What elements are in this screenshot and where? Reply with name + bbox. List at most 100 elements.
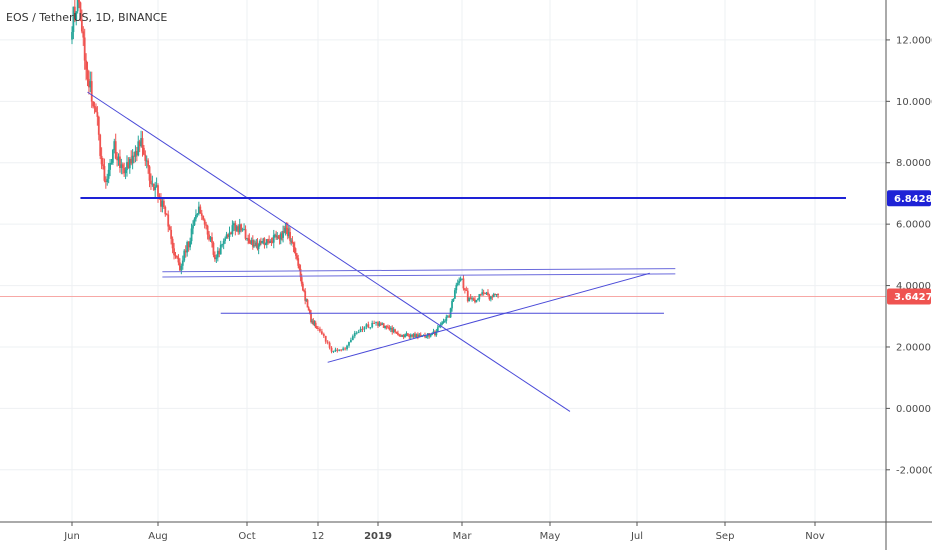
candle: [392, 327, 395, 334]
candle: [178, 258, 181, 271]
grid: [0, 0, 886, 522]
candle: [107, 163, 110, 184]
candle: [222, 238, 225, 250]
candle: [199, 204, 202, 214]
candle: [292, 242, 295, 253]
y-tick-label: 8.0000: [896, 158, 931, 169]
candle: [109, 159, 111, 177]
candle: [303, 289, 305, 293]
trendline-drawings[interactable]: [80, 91, 846, 412]
candle: [306, 298, 309, 308]
candle: [488, 293, 491, 301]
candle: [238, 218, 241, 235]
candle: [293, 241, 296, 254]
candle: [389, 326, 392, 333]
candle: [174, 251, 177, 259]
candle: [369, 327, 372, 330]
candle: [271, 237, 274, 244]
trendline-3[interactable]: [162, 273, 676, 278]
candle: [190, 223, 193, 245]
candle: [130, 150, 133, 166]
candle: [93, 101, 96, 114]
candle: [219, 240, 222, 255]
candle: [284, 222, 287, 236]
y-tick-label: 0.0000: [896, 404, 931, 415]
x-tick-label: Oct: [238, 531, 255, 542]
candle: [244, 225, 247, 241]
candle: [157, 183, 159, 203]
candle: [466, 287, 469, 303]
candle: [472, 297, 475, 301]
candle: [344, 346, 346, 351]
candle: [379, 321, 382, 327]
candle: [120, 158, 123, 175]
candle: [85, 53, 87, 81]
chart-title: EOS / TetherUS, 1D, BINANCE: [6, 11, 167, 24]
candle: [397, 330, 399, 336]
candle: [183, 249, 186, 263]
price-badges: 6.8428 3.6427: [887, 190, 932, 305]
candle: [131, 149, 134, 170]
candle: [476, 298, 479, 301]
price-badge-0: 6.8428: [887, 190, 932, 207]
trendline-2[interactable]: [162, 268, 676, 273]
candle: [367, 321, 370, 329]
candle: [465, 286, 468, 291]
trendline-0[interactable]: [87, 91, 571, 412]
x-tick-label: Jul: [630, 531, 643, 542]
candle: [289, 227, 291, 245]
candle: [246, 237, 248, 241]
candle: [373, 320, 376, 324]
candle: [128, 156, 131, 174]
candle: [123, 162, 126, 177]
candle: [138, 139, 141, 153]
candle: [240, 223, 243, 233]
candle: [208, 231, 210, 242]
candle: [391, 325, 394, 335]
candle: [253, 239, 255, 248]
candle: [224, 236, 227, 244]
candle: [299, 264, 302, 282]
y-tick-label: 6.0000: [896, 220, 931, 231]
candle: [162, 197, 165, 209]
candle: [167, 210, 170, 233]
candle: [154, 181, 157, 198]
candle: [212, 241, 215, 258]
candle: [200, 209, 203, 221]
y-tick-label: -2.0000: [896, 465, 932, 476]
candle: [176, 255, 178, 259]
trendline-5[interactable]: [327, 272, 650, 363]
candle: [250, 237, 253, 246]
candle: [90, 71, 93, 108]
candle: [249, 240, 252, 245]
candle: [482, 289, 485, 296]
candle: [305, 298, 308, 302]
candle: [451, 299, 453, 312]
candle: [196, 213, 199, 218]
candle: [197, 201, 200, 216]
candle: [151, 175, 154, 187]
candle: [492, 292, 495, 298]
candle: [82, 26, 85, 46]
candle: [99, 133, 102, 159]
candle: [297, 254, 300, 269]
candle: [92, 101, 95, 109]
candle: [258, 239, 261, 247]
x-tick-label: Jun: [63, 531, 80, 542]
candle: [76, 0, 79, 14]
candle: [414, 331, 416, 339]
candle: [434, 330, 436, 337]
candle: [359, 326, 362, 333]
candle: [135, 146, 138, 162]
candle: [279, 231, 282, 245]
candle: [71, 26, 73, 45]
candle: [399, 333, 402, 337]
candle: [481, 288, 484, 296]
candle: [187, 241, 190, 252]
candle: [291, 236, 294, 244]
candle: [203, 218, 206, 229]
candle: [326, 340, 329, 345]
candle: [241, 227, 244, 232]
